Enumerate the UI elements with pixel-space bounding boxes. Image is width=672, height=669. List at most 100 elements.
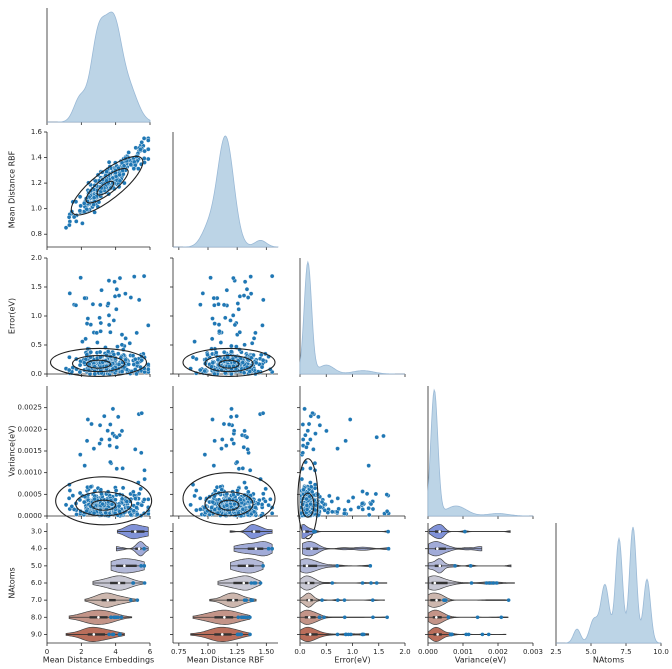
- violin-median: [305, 564, 309, 568]
- scatter-point: [229, 343, 234, 349]
- scatter-point: [255, 501, 261, 506]
- scatter-point: [245, 447, 251, 452]
- scatter-point: [101, 413, 107, 419]
- violin-median: [117, 581, 121, 585]
- y-tick-label: 7.0: [31, 596, 42, 604]
- violin-point: [342, 598, 347, 602]
- violin-point: [270, 546, 274, 551]
- scatter-point: [304, 496, 309, 502]
- violin-point: [107, 632, 111, 637]
- scatter-point: [114, 306, 119, 312]
- contour-outer: [297, 458, 319, 540]
- scatter-point: [139, 139, 145, 145]
- violin-median: [242, 581, 246, 585]
- violin-point: [349, 632, 353, 637]
- violin-point: [239, 632, 244, 637]
- scatter-point: [63, 502, 69, 508]
- violin-point: [313, 529, 317, 534]
- scatter-point: [135, 511, 140, 517]
- scatter-point: [231, 441, 237, 446]
- violin-median: [137, 547, 141, 551]
- scatter-point: [73, 302, 79, 308]
- scatter-point: [120, 485, 126, 491]
- scatter-point: [132, 496, 138, 501]
- y-tick-label: 3.0: [31, 528, 42, 536]
- x-tick-label: 1.00: [200, 648, 216, 656]
- contour-inner: [91, 499, 117, 511]
- scatter-point: [234, 413, 239, 419]
- scatter-point: [313, 431, 318, 436]
- violin-median: [307, 581, 310, 585]
- violin-point: [494, 581, 499, 585]
- x-axis-label-3: Variance(eV): [455, 656, 506, 665]
- violin-point: [322, 615, 326, 620]
- violin-median: [220, 633, 224, 636]
- kde-3: [427, 388, 534, 517]
- scatter-point: [249, 340, 255, 346]
- kde-0: [47, 11, 151, 123]
- contour-outer: [49, 347, 148, 377]
- scatter-point: [91, 446, 97, 451]
- scatter-point: [240, 360, 246, 365]
- violin-point: [335, 564, 340, 568]
- scatter-point: [316, 414, 321, 420]
- contour-outer: [182, 347, 276, 377]
- x-tick-label: 0.001: [453, 648, 473, 656]
- scatter-point: [135, 501, 141, 506]
- scatter-point: [381, 433, 386, 439]
- scatter-point: [139, 410, 145, 416]
- axes-4-0: 0 2 4 6 3.0 4.0 5.0 6.0 7.0 8.0 9.0: [31, 523, 153, 656]
- scatter-point: [67, 354, 72, 360]
- scatter-point: [308, 480, 313, 485]
- scatter-point: [236, 466, 242, 472]
- y-tick-label: 5.0: [31, 562, 42, 570]
- contour-mid: [204, 355, 254, 373]
- scatter-point: [308, 413, 314, 419]
- scatter-point: [343, 438, 348, 444]
- violin-median: [438, 530, 441, 533]
- violin-point: [469, 581, 474, 585]
- x-tick-label: 1.25: [229, 648, 245, 656]
- scatter-point: [205, 352, 210, 358]
- y-tick-label: 0.0: [31, 370, 42, 378]
- scatter-point: [360, 489, 365, 494]
- scatter-point: [84, 321, 90, 326]
- scatter-point: [317, 422, 323, 428]
- scatter-3-0: [63, 406, 151, 519]
- violin-point: [244, 598, 249, 602]
- violin-point: [374, 581, 379, 585]
- scatter-point: [202, 452, 208, 457]
- scatter-point: [192, 339, 197, 344]
- scatter-point: [134, 505, 139, 510]
- scatter-point: [145, 138, 151, 143]
- scatter-point: [218, 340, 224, 345]
- scatter-point: [78, 275, 83, 281]
- scatter-point: [242, 480, 247, 485]
- scatter-point: [224, 503, 230, 508]
- x-axis-label-0: Mean Distance Embeddings: [43, 656, 154, 665]
- scatter-point: [119, 342, 125, 348]
- scatter-point: [80, 221, 85, 226]
- x-tick-label: 2.5: [550, 648, 561, 656]
- violin-point: [370, 598, 375, 602]
- scatter-point: [91, 202, 96, 208]
- scatter-point: [107, 437, 112, 442]
- violin-point: [258, 581, 263, 585]
- violin-point: [248, 615, 252, 620]
- x-tick-label: 0.0: [294, 648, 305, 656]
- violin-point: [135, 598, 140, 602]
- y-tick-label: 4.0: [31, 545, 42, 553]
- scatter-point: [98, 328, 103, 334]
- x-tick-label: 2: [79, 648, 83, 656]
- scatter-point: [114, 466, 120, 472]
- scatter-point: [93, 178, 98, 184]
- scatter-point: [247, 369, 253, 374]
- scatter-point: [71, 214, 77, 220]
- scatter-point: [248, 274, 253, 279]
- scatter-point: [190, 354, 196, 360]
- scatter-point: [384, 492, 390, 497]
- scatter-point: [100, 501, 105, 507]
- scatter-point: [67, 222, 72, 228]
- violin-median: [434, 615, 438, 619]
- scatter-point: [90, 301, 96, 307]
